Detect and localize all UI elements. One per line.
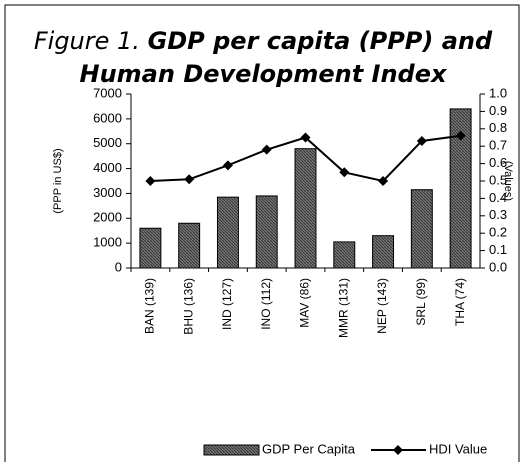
x-tick-label: MAV (86): [298, 278, 312, 328]
y2-tick-label: 0.4: [489, 190, 507, 205]
chart-title: Figure 1. GDP per capita (PPP) and: [34, 27, 493, 55]
x-tick-label: INO (112): [259, 278, 273, 330]
hdi-marker: [184, 174, 195, 185]
hdi-marker: [222, 160, 233, 171]
y2-tick-label: 0.0: [489, 259, 507, 274]
hdi-marker: [378, 176, 389, 186]
y2-tick-label: 0.5: [489, 172, 507, 187]
y2-tick-label: 1.0: [489, 85, 507, 100]
x-tick-label: BAN (139): [143, 278, 157, 334]
bar: [294, 148, 317, 269]
bar: [255, 195, 278, 269]
bar: [216, 196, 239, 269]
bar: [178, 222, 201, 269]
y2-tick-label: 0.7: [489, 138, 507, 153]
y2-axis-label: (Values): [502, 161, 514, 201]
legend-label: GDP Per Capita: [262, 441, 356, 456]
bar: [449, 108, 472, 269]
x-tick-label: SRL (99): [414, 278, 428, 326]
figure-label: Figure 1.: [34, 27, 140, 55]
bar: [139, 227, 162, 269]
legend-swatch: [203, 444, 260, 456]
y2-tick-label: 0.2: [489, 225, 507, 240]
bar: [410, 189, 433, 269]
bar: [372, 235, 395, 269]
y-tick-label: 6000: [93, 110, 122, 125]
y2-tick-label: 0.3: [489, 207, 507, 222]
y2-tick-label: 0.8: [489, 120, 507, 135]
y-tick-label: 5000: [93, 135, 122, 150]
x-tick-label: NEP (143): [375, 278, 389, 334]
title-line: Human Development Index: [80, 60, 449, 88]
hdi-marker: [145, 176, 156, 186]
y-tick-label: 3000: [93, 185, 122, 200]
hdi-marker: [416, 135, 427, 146]
title-line: GDP per capita (PPP) and: [148, 27, 493, 55]
y-tick-label: 7000: [93, 85, 122, 100]
y-tick-label: 1000: [93, 235, 122, 250]
y2-tick-label: 0.1: [489, 242, 507, 257]
legend-label: HDI Value: [429, 441, 487, 456]
hdi-marker: [455, 130, 466, 141]
x-tick-label: BHU (136): [181, 278, 195, 335]
y-tick-label: 2000: [93, 210, 122, 225]
legend-marker: [392, 445, 403, 455]
hdi-marker: [300, 132, 311, 143]
y2-tick-label: 0.6: [489, 155, 507, 170]
y-axis-label: (PPP in US$): [52, 148, 64, 213]
y2-tick-label: 0.9: [489, 103, 507, 118]
bar: [333, 241, 356, 269]
y-tick-label: 4000: [93, 160, 122, 175]
y-tick-label: 0: [115, 259, 122, 274]
x-tick-label: THA (74): [453, 278, 467, 326]
x-tick-label: MMR (131): [336, 278, 350, 338]
hdi-marker: [261, 144, 272, 155]
hdi-marker: [339, 167, 350, 178]
x-tick-label: IND (127): [220, 278, 234, 330]
